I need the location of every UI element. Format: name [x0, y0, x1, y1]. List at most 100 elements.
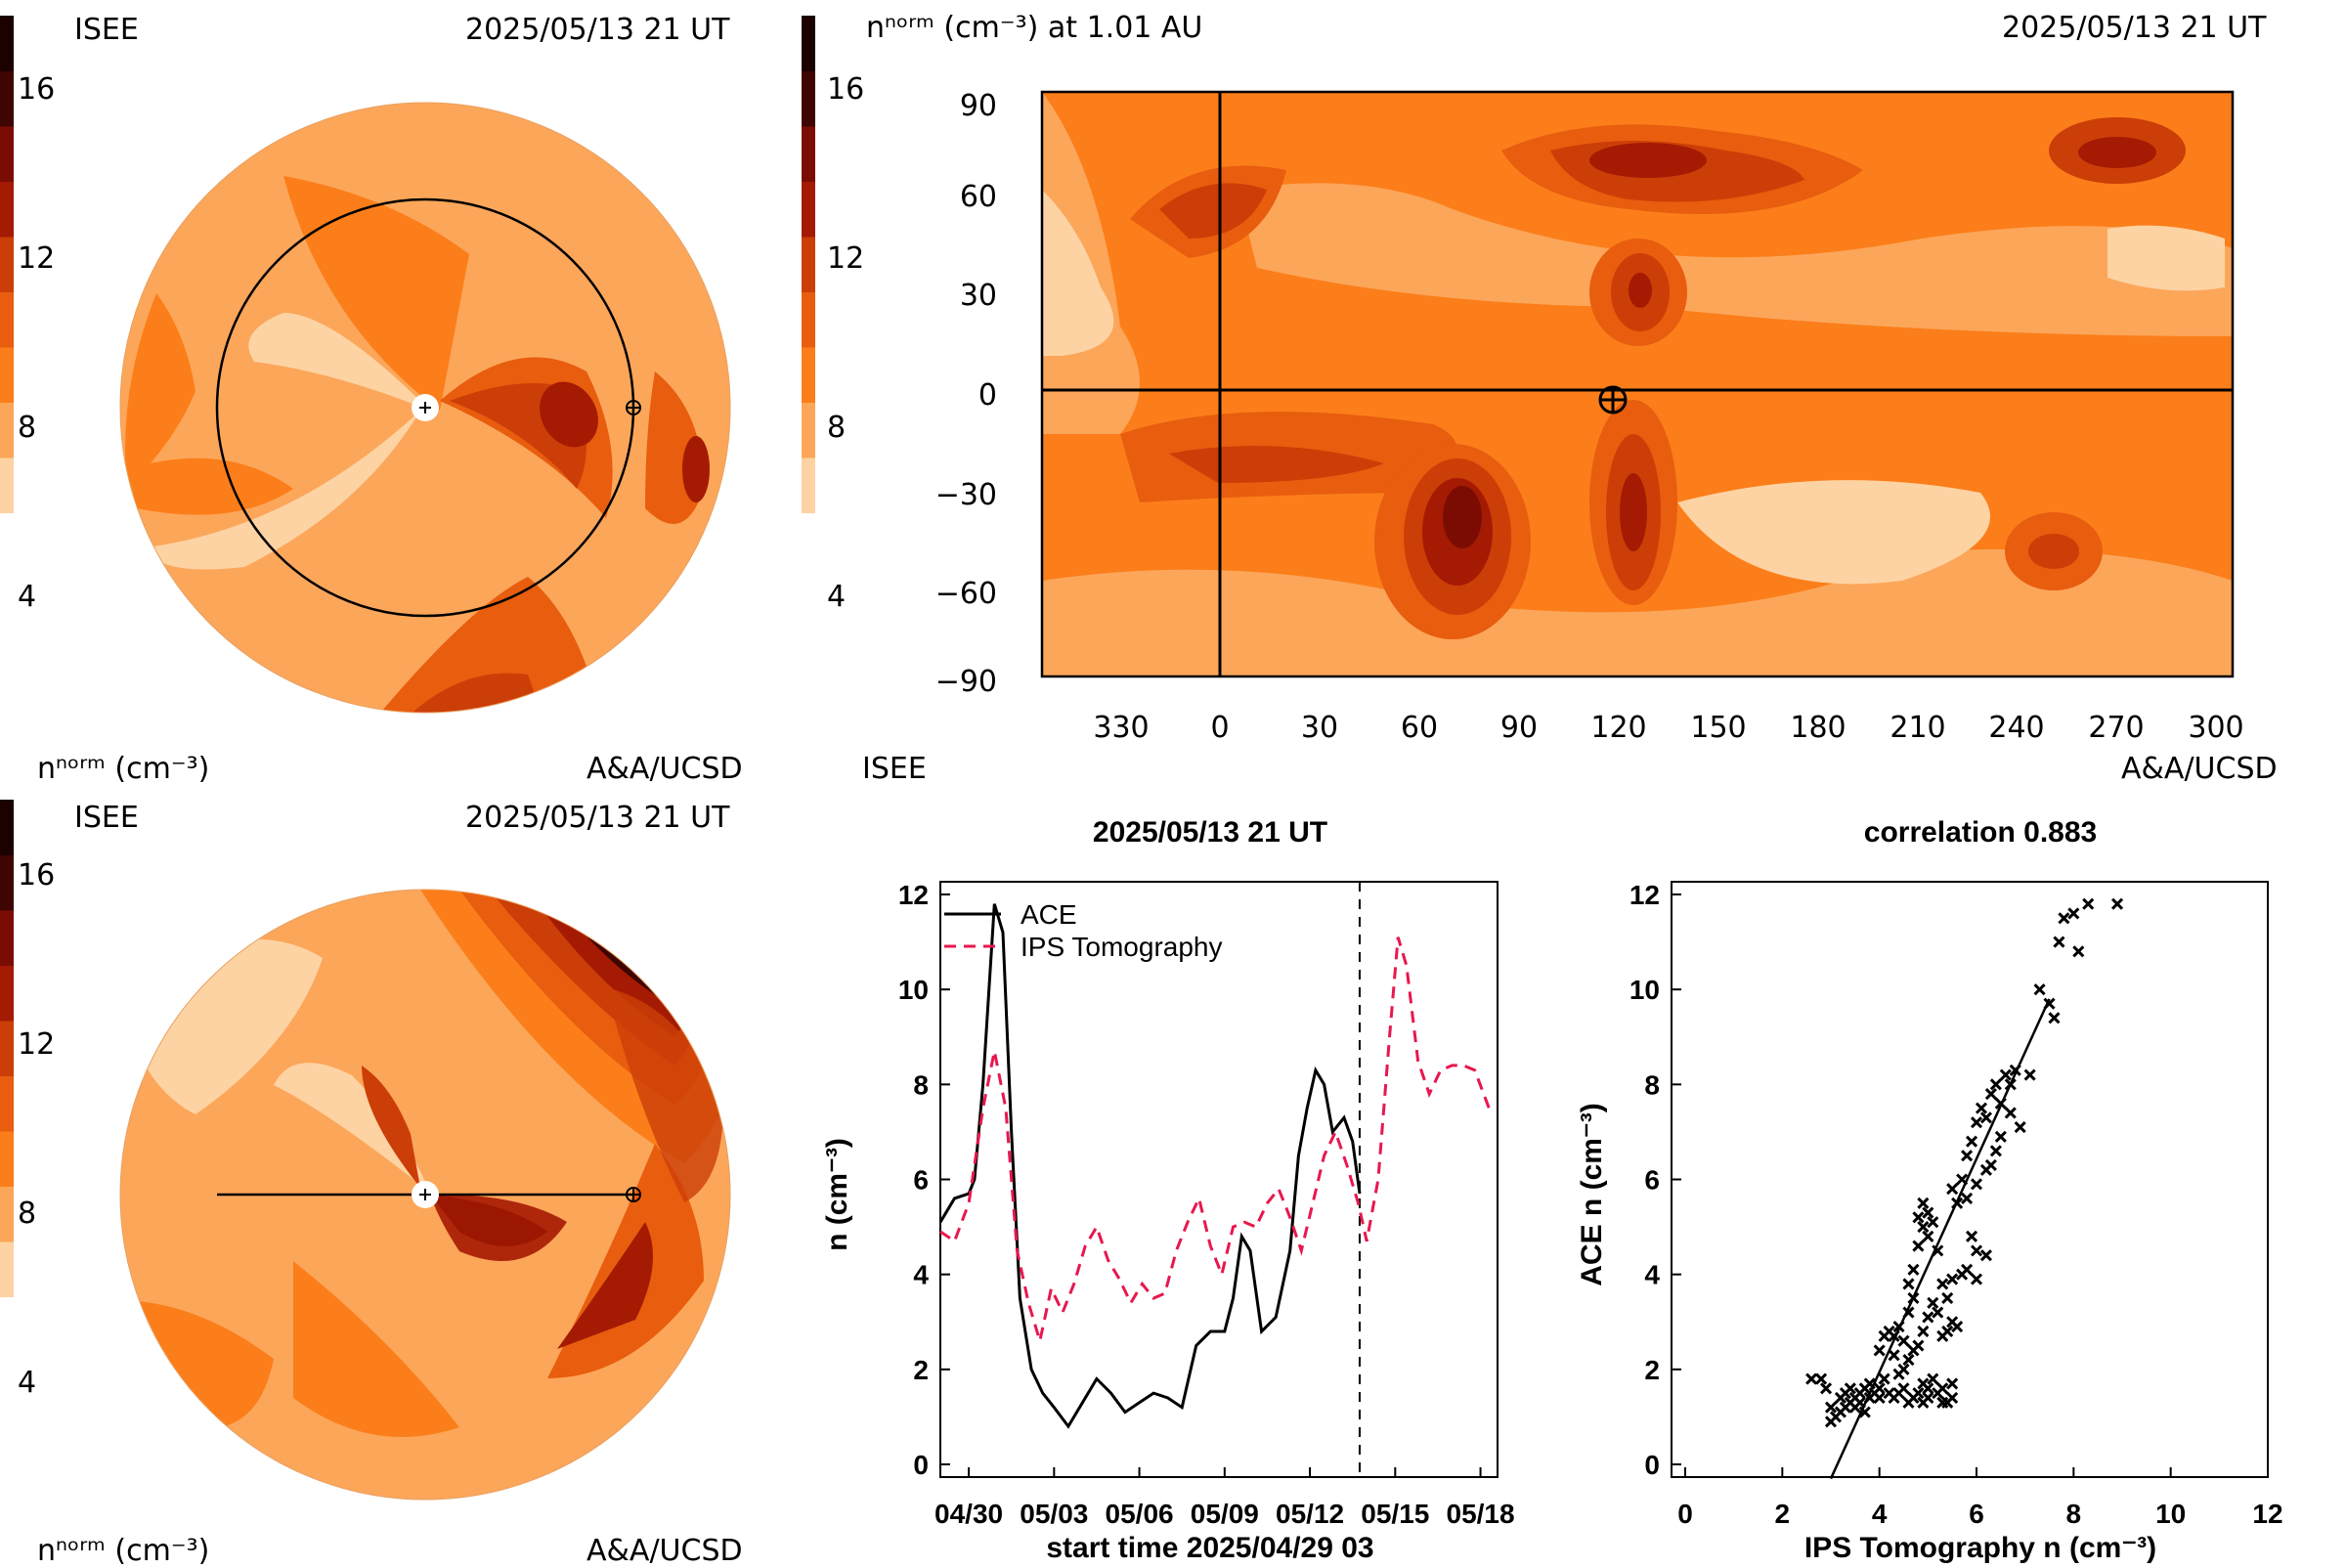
scatter-point: [1922, 1391, 1934, 1405]
scatter-point: [1970, 1178, 1983, 1191]
scatter-point: [1907, 1263, 1920, 1276]
scatter-point: [1936, 1382, 1949, 1395]
colorbar-segment: [0, 70, 14, 127]
y-tick-label: 60: [960, 180, 997, 214]
cbar-tick-16: 16: [18, 858, 55, 893]
scatter-point: [1922, 1311, 1934, 1324]
colorbar-top-right: [802, 16, 815, 513]
scatter-point: [1932, 1244, 1944, 1257]
scatter-point: [1897, 1382, 1910, 1395]
scatter-point: [1956, 1268, 1969, 1281]
cbar-tick-12: 12: [827, 241, 864, 276]
scatter-point: [1936, 1329, 1949, 1342]
x-tick-label: 2: [1775, 1499, 1791, 1529]
plot-area: 0 2 4 6 8 10 12 04/30 05/03 05/06 05/09 05/12 05/15 0…: [898, 880, 1515, 1529]
plot-frame: [1671, 881, 2269, 1478]
scatter-point: [1979, 1249, 1992, 1262]
date-label: 2025/05/13 21 UT: [2002, 11, 2267, 45]
x-tick-label: 05/03: [1020, 1499, 1088, 1529]
scatter-point: [1994, 1097, 2007, 1110]
colorbar-segment: [802, 70, 815, 127]
scatter-point: [2023, 1068, 2036, 1081]
plot-frame: [939, 881, 1499, 1478]
scatter-point: [1917, 1221, 1930, 1234]
scatter-point: [1970, 1244, 1983, 1257]
x-axis-label: start time 2025/04/29 03: [1046, 1532, 1373, 1564]
colorbar-segment: [0, 910, 14, 966]
colorbar-segment: [0, 126, 14, 182]
domain-boundary: [119, 889, 731, 1501]
scatter-point: [1970, 1116, 1983, 1129]
colorbar-segment: [0, 1021, 14, 1076]
scatter-point: [1907, 1344, 1920, 1357]
scatter-point: [1853, 1396, 1866, 1409]
scatter-point: [1824, 1401, 1838, 1414]
cbar-tick-12: 12: [18, 1027, 55, 1062]
scatter-point: [1979, 1163, 1992, 1176]
y-tick-label: 12: [898, 880, 929, 910]
sun-cross-icon: [419, 402, 431, 414]
scatter-point: [1844, 1382, 1856, 1395]
cbar-tick-16: 16: [827, 72, 864, 107]
x-tick-label: 270: [2088, 711, 2144, 745]
scatter-point: [2067, 907, 2080, 920]
scatter-point: [1815, 1372, 1828, 1385]
x-tick-label: 0: [1210, 711, 1229, 745]
x-tick-label: 05/18: [1447, 1499, 1515, 1529]
x-tick-label: 10: [2155, 1499, 2186, 1529]
cbar-tick-8: 8: [18, 411, 36, 445]
map-y-ticks: 90 60 30 0 −30 −60 −90: [935, 89, 997, 699]
cbar-tick-12: 12: [18, 241, 55, 276]
synoptic-map-svg: 16 12 8 4 nⁿᵒʳᵐ (cm⁻³) at 1.01 AU 2025/0…: [802, 11, 2278, 786]
scatter-point: [1932, 1306, 1944, 1319]
cbar-tick-4: 4: [18, 1366, 36, 1400]
x-tick-label: 210: [1890, 711, 1945, 745]
credit-label: A&A/UCSD: [586, 1534, 743, 1564]
colorbar-segment: [0, 457, 14, 513]
y-tick-label: 2: [913, 1355, 929, 1385]
scatter-point: [2033, 983, 2046, 996]
scatter-point: [2014, 1120, 2026, 1134]
x-tick-label: 240: [1988, 711, 2044, 745]
y-tick-label: 90: [960, 89, 997, 123]
x-tick-label: 90: [1500, 711, 1538, 745]
scatter-point: [1994, 1130, 2007, 1143]
x-tick-label: 05/12: [1276, 1499, 1344, 1529]
x-tick-label: 300: [2188, 711, 2243, 745]
y-tick-label: 30: [960, 279, 997, 313]
y-tick-label: 12: [1629, 880, 1660, 910]
colorbar-segment: [802, 457, 815, 513]
map-title: nⁿᵒʳᵐ (cm⁻³) at 1.01 AU: [866, 11, 1202, 45]
y-tick-label: 4: [913, 1260, 929, 1290]
scatter-point: [1946, 1377, 1959, 1390]
colorbar-segment: [802, 291, 815, 348]
x-tick-label: 30: [1301, 711, 1338, 745]
scatter-point: [2110, 897, 2124, 910]
time-series-svg: 2025/05/13 21 UT start time 2025/04/29 0…: [821, 816, 1515, 1564]
x-tick-label: 0: [1677, 1499, 1693, 1529]
colorbar-segment: [0, 291, 14, 348]
y-tick-label: 8: [1644, 1069, 1660, 1100]
scatter-point: [1984, 1087, 1997, 1101]
scatter-point: [1946, 1273, 1959, 1285]
scatter-point: [1927, 1216, 1939, 1229]
scatter-point: [1975, 1102, 1988, 1114]
plot-area: 0 2 4 6 8 10 12 0 2 4 6 8 10 12: [1629, 880, 2283, 1529]
x-tick-label: 8: [2066, 1499, 2082, 1529]
chart-title: 2025/05/13 21 UT: [1093, 816, 1327, 849]
isee-label: ISEE: [862, 752, 927, 786]
scatter-point: [2082, 897, 2095, 910]
colorbar-segment: [802, 402, 815, 458]
x-tick-label: 12: [2252, 1499, 2282, 1529]
date-label: 2025/05/13 21 UT: [465, 801, 730, 835]
polar-map-bottom-svg: 16 12 8 4 ISEE 2025/05/13 21 UT nⁿᵒʳᵐ (c…: [0, 800, 743, 1568]
x-tick-label: 150: [1690, 711, 1746, 745]
colorbar-segment: [802, 16, 815, 71]
colorbar-segment: [802, 126, 815, 182]
x-axis-label: IPS Tomography n (cm⁻³): [1804, 1532, 2156, 1564]
scatter-point: [2004, 1078, 2017, 1091]
scatter-point: [1834, 1391, 1846, 1405]
colorbar-segment: [0, 347, 14, 403]
colorbar-ticks-top-left: 16 12 8 4: [18, 72, 55, 614]
credit-label: A&A/UCSD: [586, 752, 743, 786]
